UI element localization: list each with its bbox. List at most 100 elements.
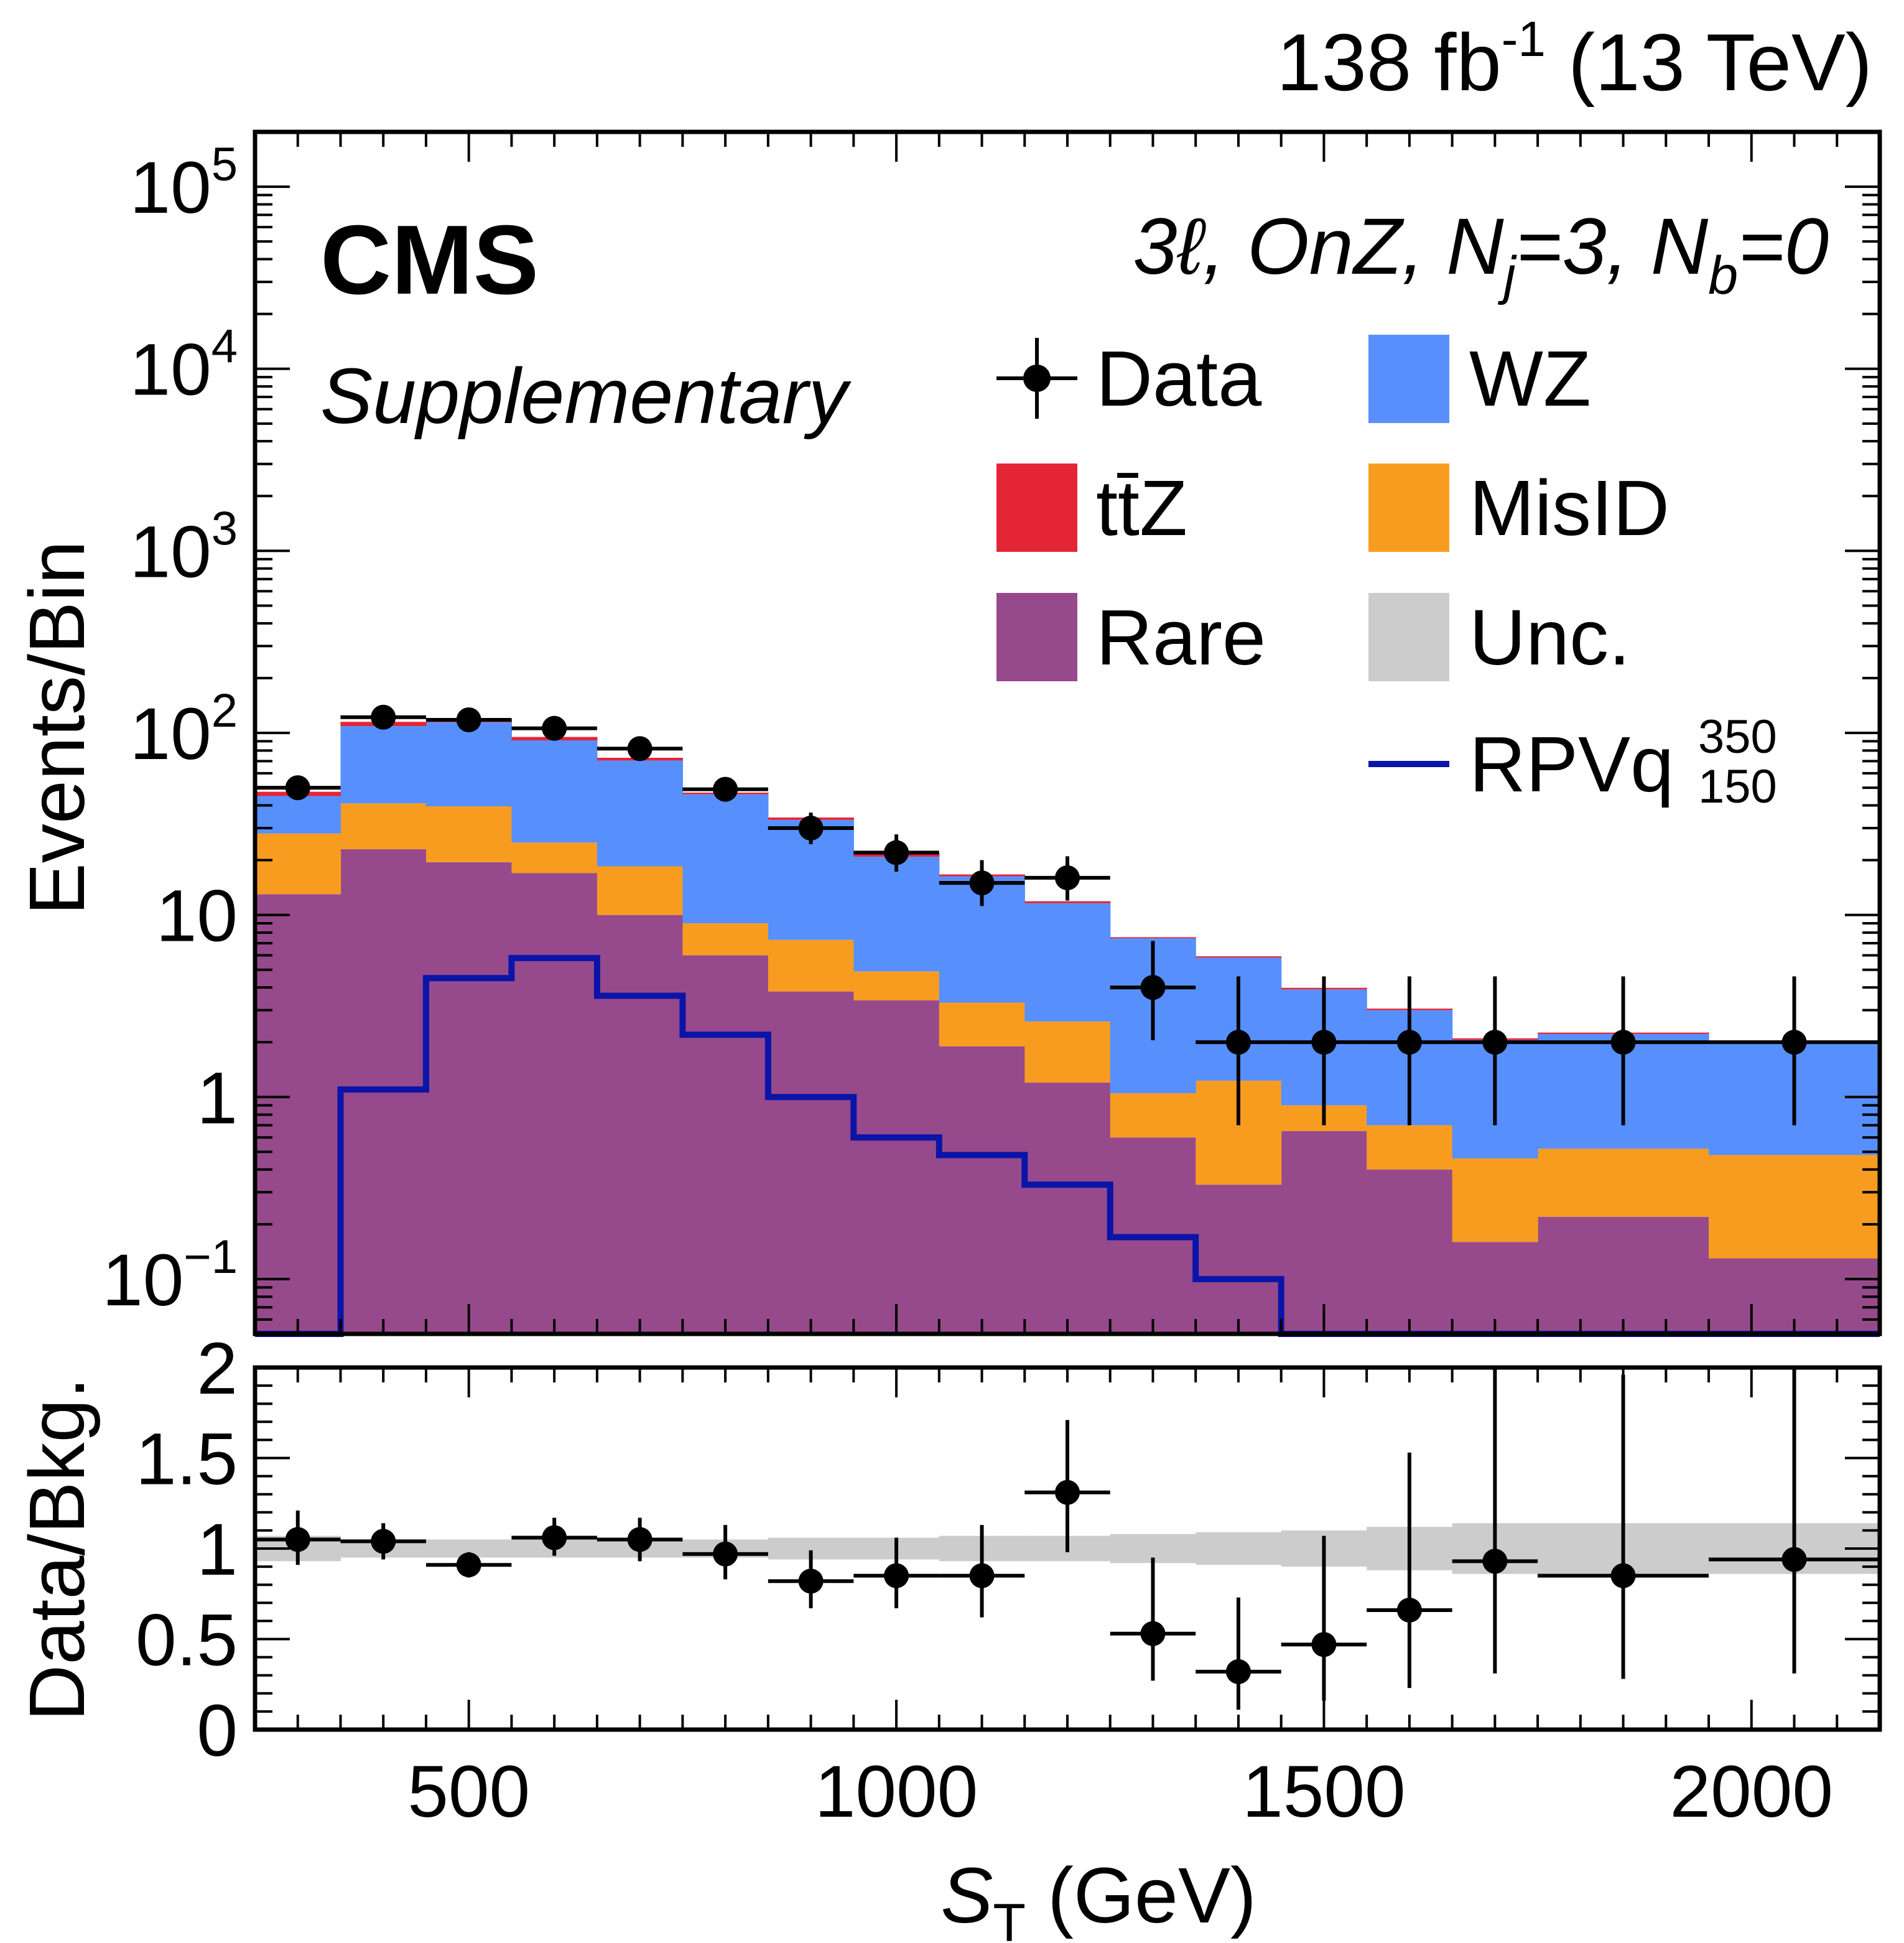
ratio-point-4 [627,1527,652,1552]
ratio-point-7 [884,1563,909,1588]
bar-misid-6 [768,939,854,992]
legend-ttz-swatch [996,464,1077,552]
ratio-point-2 [456,1552,481,1578]
bar-rare-8 [939,1046,1025,1334]
ratio-point-8 [969,1563,995,1588]
lower-y-tick-label-4: 2 [197,1328,238,1410]
legend-entry-data: Data [996,335,1262,422]
bar-misid-13 [1367,1125,1453,1170]
legend-data-label: Data [1096,335,1262,422]
ratio-point-13 [1396,1597,1422,1623]
data-point-16 [1781,1030,1807,1055]
legend-entry-misid: MisID [1368,464,1669,552]
bar-ttz-11 [1196,956,1282,958]
bar-wz-9 [1024,903,1111,1022]
data-point-11 [1225,1030,1251,1055]
data-point-1 [371,704,396,730]
bar-rare-3 [511,873,598,1334]
bar-misid-9 [1024,1021,1111,1083]
legend: Data WZ tt̄Z MisID Rare Unc. RPVq 350 15… [996,335,1777,813]
legend-entry-unc: Unc. [1368,593,1630,681]
lumi-label: 138 fb-1 (13 TeV) [1276,11,1872,108]
legend-ttz-label: tt̄Z [1096,464,1187,552]
upper-y-axis-label: Events/Bin [13,541,101,915]
lower-y-axis-label: Data/Bkg. [13,1377,101,1721]
bar-ttz-9 [1024,901,1111,903]
bar-rare-2 [425,862,513,1334]
legend-rare-label: Rare [1096,594,1266,681]
supplementary-label: Supplementary [320,352,852,440]
upper-frame [253,129,1882,1336]
bar-rare-6 [768,991,854,1334]
data-point-6 [798,816,824,841]
region-label: 3ℓ, OnZ, Nj=3, Nb=0 [1133,202,1829,305]
bar-misid-1 [340,803,427,849]
legend-signal-sub: 150 [1698,760,1777,813]
data-point-12 [1311,1030,1337,1055]
x-tick-label-3: 2000 [1670,1751,1834,1833]
bar-rare-5 [682,955,769,1334]
bar-wz-3 [511,740,598,843]
ratio-point-0 [285,1527,310,1552]
y-tick-label-5: 104 [129,320,238,411]
bar-misid-5 [682,923,769,956]
bar-rare-7 [853,1000,940,1334]
data-point-3 [542,715,567,741]
ratio-point-12 [1311,1632,1337,1657]
y-tick-label-4: 103 [129,502,238,593]
bar-misid-0 [255,833,341,895]
ratio-point-3 [542,1525,567,1550]
bar-misid-8 [939,1002,1025,1046]
x-tick-label-2: 1500 [1242,1751,1406,1833]
bar-wz-1 [340,726,427,804]
x-axis-label: ST (GeV) [940,1852,1256,1943]
ratio-point-15 [1610,1563,1636,1588]
legend-misid-swatch [1368,464,1449,552]
data-point-7 [884,840,909,865]
bar-misid-7 [853,971,940,1000]
bar-misid-14 [1452,1158,1538,1242]
bar-rare-4 [597,915,683,1334]
y-tick-label-6: 105 [129,138,238,229]
legend-entry-ttz: tt̄Z [996,464,1187,552]
ratio-point-9 [1055,1479,1080,1505]
lower-ticks: 500 1000 1500 2000 00.5 11.5 2 [136,1328,1880,1833]
ratio-point-14 [1482,1549,1508,1574]
ratio-points [255,1368,1880,1710]
bar-misid-10 [1110,1093,1196,1138]
stack-bars [255,719,1880,1334]
y-tick-label-0: 10−1 [102,1231,238,1321]
bar-misid-16 [1709,1155,1880,1259]
lower-y-tick-label-3: 1.5 [136,1419,238,1501]
bar-rare-12 [1281,1131,1367,1334]
legend-entry-wz: WZ [1368,335,1591,423]
bar-misid-2 [425,806,513,862]
bar-ttz-10 [1110,937,1196,939]
data-point-8 [969,870,995,896]
bar-rare-14 [1452,1242,1538,1334]
bar-wz-2 [425,722,513,807]
legend-entry-rare: Rare [996,593,1266,681]
bar-rare-9 [1024,1083,1111,1334]
legend-rare-swatch [996,593,1077,681]
y-tick-label-3: 102 [129,684,238,775]
bar-misid-3 [511,842,598,874]
legend-wz-label: WZ [1469,335,1591,422]
lower-y-tick-label-0: 0 [197,1690,238,1772]
bar-misid-4 [597,866,683,915]
unc-band-11 [1196,1532,1282,1565]
ratio-point-5 [713,1541,738,1567]
bar-wz-5 [682,794,769,924]
ratio-point-6 [798,1568,824,1594]
legend-unc-swatch [1368,593,1449,681]
legend-signal-label: RPVq [1469,720,1674,808]
lower-y-tick-label-2: 1 [197,1509,238,1591]
bar-rare-11 [1196,1185,1282,1334]
bar-wz-7 [853,856,940,972]
data-points [255,704,1880,1125]
bar-rare-15 [1538,1216,1709,1334]
x-tick-label-0: 500 [407,1751,530,1833]
data-point-4 [627,736,652,762]
cms-label: CMS [320,205,539,315]
